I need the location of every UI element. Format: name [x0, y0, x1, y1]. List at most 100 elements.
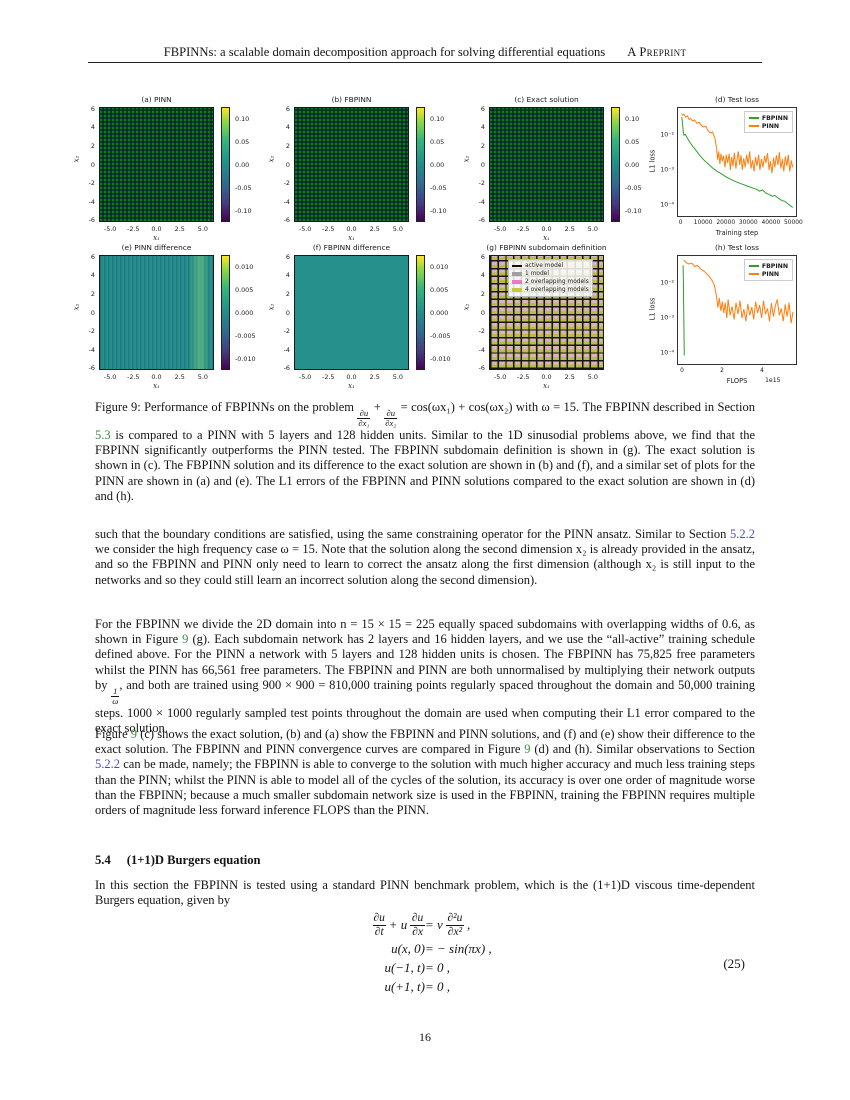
y-tick-labels: 6 4 2 0 -2 -4 -6 [276, 253, 292, 373]
panel-g-subdomains: (g) FBPINN subdomain definition x₂ 6 4 2 0 -… [462, 243, 655, 391]
section-ref-link[interactable]: 5.3 [95, 428, 111, 443]
tick-label: -2.5 [517, 225, 530, 233]
legend-item-pinn: PINN [748, 122, 788, 130]
y-tick-labels: 10⁻² 10⁻³ 10⁻⁴ [653, 107, 675, 217]
loss-plot-steps: FBPINN PINN [677, 107, 797, 217]
legend-item-active-model: active model [512, 262, 589, 270]
figure-ref-link[interactable]: 9 [524, 742, 531, 757]
tick-label: 5.0 [392, 225, 403, 233]
tick-label: 0.000 [235, 308, 254, 317]
equation-line-4: u(+1, t) = 0 , [95, 979, 755, 995]
paragraph-text: For the FBPINN we divide the 2D domain i… [95, 617, 755, 647]
y-axis-label: x₂ [267, 303, 276, 311]
fbpinn-line-swatch [748, 265, 759, 267]
legend-item-fbpinn: FBPINN [748, 262, 788, 270]
tick-label: -0.005 [430, 331, 451, 340]
tick-label: 6 [480, 252, 485, 261]
section-ref-link[interactable]: 5.2.2 [95, 757, 120, 772]
tick-label: 2.5 [174, 225, 185, 233]
tick-label: -6 [283, 216, 290, 225]
colorbar [611, 107, 620, 222]
colorbar-tick-labels: 0.010 0.005 0.000 -0.005 -0.010 [233, 255, 263, 370]
tick-label: 2 [285, 141, 290, 150]
one-model-swatch [512, 272, 522, 276]
x-tick-labels: -5.0 -2.5 0.0 2.5 5.0 [99, 373, 214, 381]
paragraph-text: In this section the FBPINN is tested usi… [95, 878, 755, 908]
legend-label: FBPINN [761, 262, 788, 270]
x-axis-label: x₁ [348, 382, 355, 390]
page-number: 16 [419, 1030, 431, 1044]
tick-label: 0 [678, 220, 683, 226]
tick-label: 50000 [784, 220, 803, 226]
tick-label: 2 [285, 289, 290, 298]
preprint-tag: A Preprint [627, 45, 687, 59]
x-axis-label: x₁ [153, 382, 160, 390]
section-ref-link[interactable]: 5.2.2 [730, 527, 755, 541]
fraction-numerator: ∂²u [447, 912, 463, 924]
legend-label: 2 overlapping models [525, 279, 589, 285]
series-line-pinn [681, 113, 794, 174]
tick-label: 0.0 [151, 225, 162, 233]
legend-item-fbpinn: FBPINN [748, 114, 788, 122]
legend-item-4-overlap: 4 overlapping models [512, 286, 589, 294]
tick-label: -0.10 [430, 206, 447, 215]
heatmap-fbpinn-solution [294, 107, 409, 222]
tick-label: -0.010 [430, 354, 451, 363]
tick-label: 0.05 [625, 137, 640, 146]
tick-label: 0 [90, 160, 95, 169]
y-tick-labels: 6 4 2 0 -2 -4 -6 [81, 252, 97, 372]
panel-d-test-loss: (d) Test loss L1 loss 10⁻² 10⁻³ 10⁻⁴ FBPIN… [647, 95, 805, 243]
legend-item-pinn: PINN [748, 270, 788, 278]
tick-label: -2 [478, 179, 485, 187]
series-line-pinn [683, 259, 794, 324]
x-tick-labels: -5.0 -2.5 0.0 2.5 5.0 [294, 225, 409, 233]
legend-label: 4 overlapping models [525, 287, 589, 293]
tick-label: 10⁻² [660, 279, 674, 287]
tick-label: -2 [283, 179, 290, 187]
four-overlap-swatch [512, 288, 522, 292]
tick-label: 0.010 [235, 262, 254, 271]
tick-label: -5.0 [493, 373, 507, 381]
two-overlap-swatch [512, 280, 522, 284]
heatmap-pinn-difference [99, 255, 214, 370]
fraction-denominator: ∂x [410, 924, 425, 938]
legend-item-2-overlap: 2 overlapping models [512, 278, 589, 286]
loss-curves [681, 113, 794, 208]
heatmap-fbpinn-difference [294, 255, 409, 370]
paragraph-text: (g). Each subdomain network has 2 layers… [95, 632, 756, 692]
y-tick-labels: 6 4 2 0 -2 -4 -6 [471, 252, 487, 372]
colorbar [221, 107, 230, 222]
figure-ref-link[interactable]: 9 [182, 632, 189, 647]
tick-label: -6 [88, 216, 95, 225]
tick-label: 0.00 [625, 160, 640, 169]
body-paragraph-3: Figure 9 (c) shows the exact solution, (… [95, 727, 755, 818]
y-tick-labels: 6 4 2 0 -2 -4 -6 [276, 105, 292, 225]
figure-ref-link[interactable]: 9 [130, 727, 138, 741]
tick-label: 5.0 [587, 373, 598, 381]
tick-label: 4 [480, 123, 485, 132]
fraction: ∂²u ∂x² [445, 912, 465, 938]
figure-9-caption: Figure 9: Performance of FBPINNs on the … [95, 400, 755, 504]
subdomain-legend: active model 1 model 2 overlapping model… [508, 259, 593, 297]
panel-f-title: (f) FBPINN difference [312, 243, 391, 252]
y-tick-labels: 6 4 2 0 -2 -4 -6 [81, 105, 97, 225]
equation-text: = − sin(πx) , [425, 941, 492, 957]
tick-label: 10⁻² [660, 131, 674, 139]
tick-label: 0.005 [430, 285, 449, 294]
panel-g-title: (g) FBPINN subdomain definition [486, 243, 607, 252]
tick-label: 2 [480, 141, 485, 150]
tick-label: -6 [283, 364, 290, 373]
tick-label: -5.0 [298, 225, 312, 233]
inline-fraction: ∂u ∂x₂ [384, 408, 398, 428]
tick-label: 10⁻⁴ [660, 349, 674, 357]
tick-label: 0 [680, 368, 684, 374]
tick-label: -5.0 [103, 225, 117, 233]
tick-label: 0.0 [541, 225, 552, 233]
tick-label: -2 [478, 327, 485, 335]
tick-label: 6 [90, 252, 95, 261]
heatmap-pinn-solution [99, 107, 214, 222]
fraction: ∂u ∂t [372, 912, 386, 938]
equation-lhs: u(+1, t) [225, 979, 425, 995]
tick-label: 2.5 [564, 225, 575, 233]
